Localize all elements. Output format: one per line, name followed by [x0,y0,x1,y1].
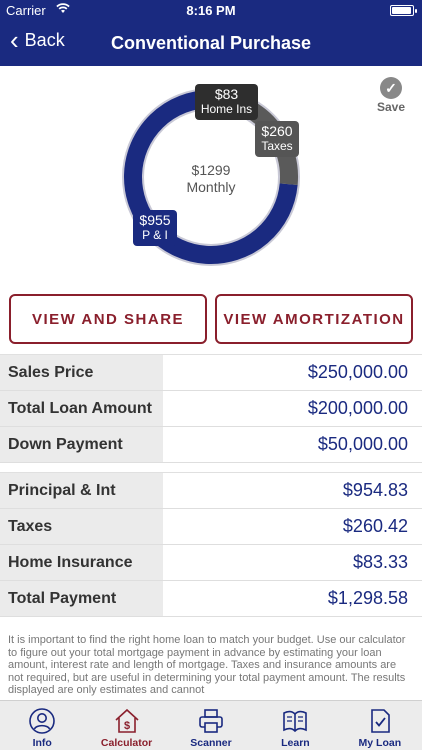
taxes-callout: $260 Taxes [255,121,299,157]
monthly-total-amount: $1299 [191,162,231,178]
tab-learn[interactable]: Learn [253,701,337,750]
save-label: Save [376,100,406,114]
row-value: $260.42 [342,516,408,536]
home-ins-amount: $83 [214,86,239,102]
row-value: $83.33 [352,552,408,572]
row-label: Principal & Int [0,473,163,508]
clock: 8:16 PM [186,3,236,18]
battery-icon [390,5,417,16]
tab-label: Learn [281,737,310,749]
row-label: Total Loan Amount [0,391,163,426]
back-button[interactable]: ‹ Back [10,24,65,55]
document-check-icon [371,709,390,733]
svg-text:$: $ [124,720,130,732]
back-label: Back [24,30,65,50]
home-ins-label: Home Ins [200,102,253,116]
app-header: Carrier 8:16 PM ‹ Back Conventional Purc… [0,0,422,66]
save-button[interactable]: ✓ Save [372,77,410,114]
payment-donut: $1299 Monthly $83 Home Ins $260 Taxes $9… [0,66,422,292]
row-value: $200,000.00 [307,398,408,418]
table-row: Total Loan Amount $200,000.00 [0,391,422,427]
carrier-label: Carrier [6,3,46,18]
payment-summary-table: Principal & Int $954.83 Taxes $260.42 Ho… [0,472,422,617]
table-row: Down Payment $50,000.00 [0,427,422,463]
row-value: $50,000.00 [317,434,408,454]
view-and-share-button[interactable]: VIEW AND SHARE [9,294,207,344]
pi-amount: $955 [139,212,171,228]
row-label: Sales Price [0,355,163,390]
row-label: Total Payment [0,581,163,616]
house-dollar-icon: $ [115,708,139,733]
row-label: Home Insurance [0,545,163,580]
taxes-label: Taxes [261,139,293,153]
page-title: Conventional Purchase [110,33,312,53]
table-row: Total Payment $1,298.58 [0,581,422,617]
tab-label: Info [32,737,52,749]
row-label: Down Payment [0,427,163,462]
row-value: $1,298.58 [327,588,408,608]
table-row: Sales Price $250,000.00 [0,355,422,391]
tab-calculator[interactable]: $ Calculator [84,701,168,750]
monthly-total: $1299 Monthly [150,162,272,196]
loan-summary-table: Sales Price $250,000.00 Total Loan Amoun… [0,354,422,463]
home-ins-callout: $83 Home Ins [195,84,258,120]
printer-icon [199,709,223,733]
wifi-icon [56,3,70,17]
book-icon [283,710,308,733]
tab-info[interactable]: Info [0,701,84,750]
pi-callout: $955 P & I [133,210,177,246]
tab-my-loan[interactable]: My Loan [338,701,422,750]
table-row: Principal & Int $954.83 [0,473,422,509]
nav-bar: ‹ Back Conventional Purchase [0,24,422,64]
checkmark-icon: ✓ [380,77,402,99]
monthly-total-label: Monthly [186,179,236,195]
view-amortization-button[interactable]: VIEW AMORTIZATION [215,294,413,344]
taxes-amount: $260 [261,123,293,139]
disclaimer-text: It is important to find the right home l… [8,634,406,696]
tab-label: Calculator [100,737,153,749]
pi-label: P & I [142,228,168,242]
tab-label: My Loan [358,737,402,749]
table-row: Home Insurance $83.33 [0,545,422,581]
status-bar: Carrier 8:16 PM [0,0,422,22]
tab-label: Scanner [190,737,232,749]
tab-bar: Info $ Calculator Scanner Learn My Loan [0,700,422,750]
row-value: $954.83 [342,480,408,500]
row-label: Taxes [0,509,163,544]
table-row: Taxes $260.42 [0,509,422,545]
row-value: $250,000.00 [307,362,408,382]
tab-scanner[interactable]: Scanner [169,701,253,750]
chevron-left-icon: ‹ [10,24,19,55]
person-icon [29,708,56,734]
